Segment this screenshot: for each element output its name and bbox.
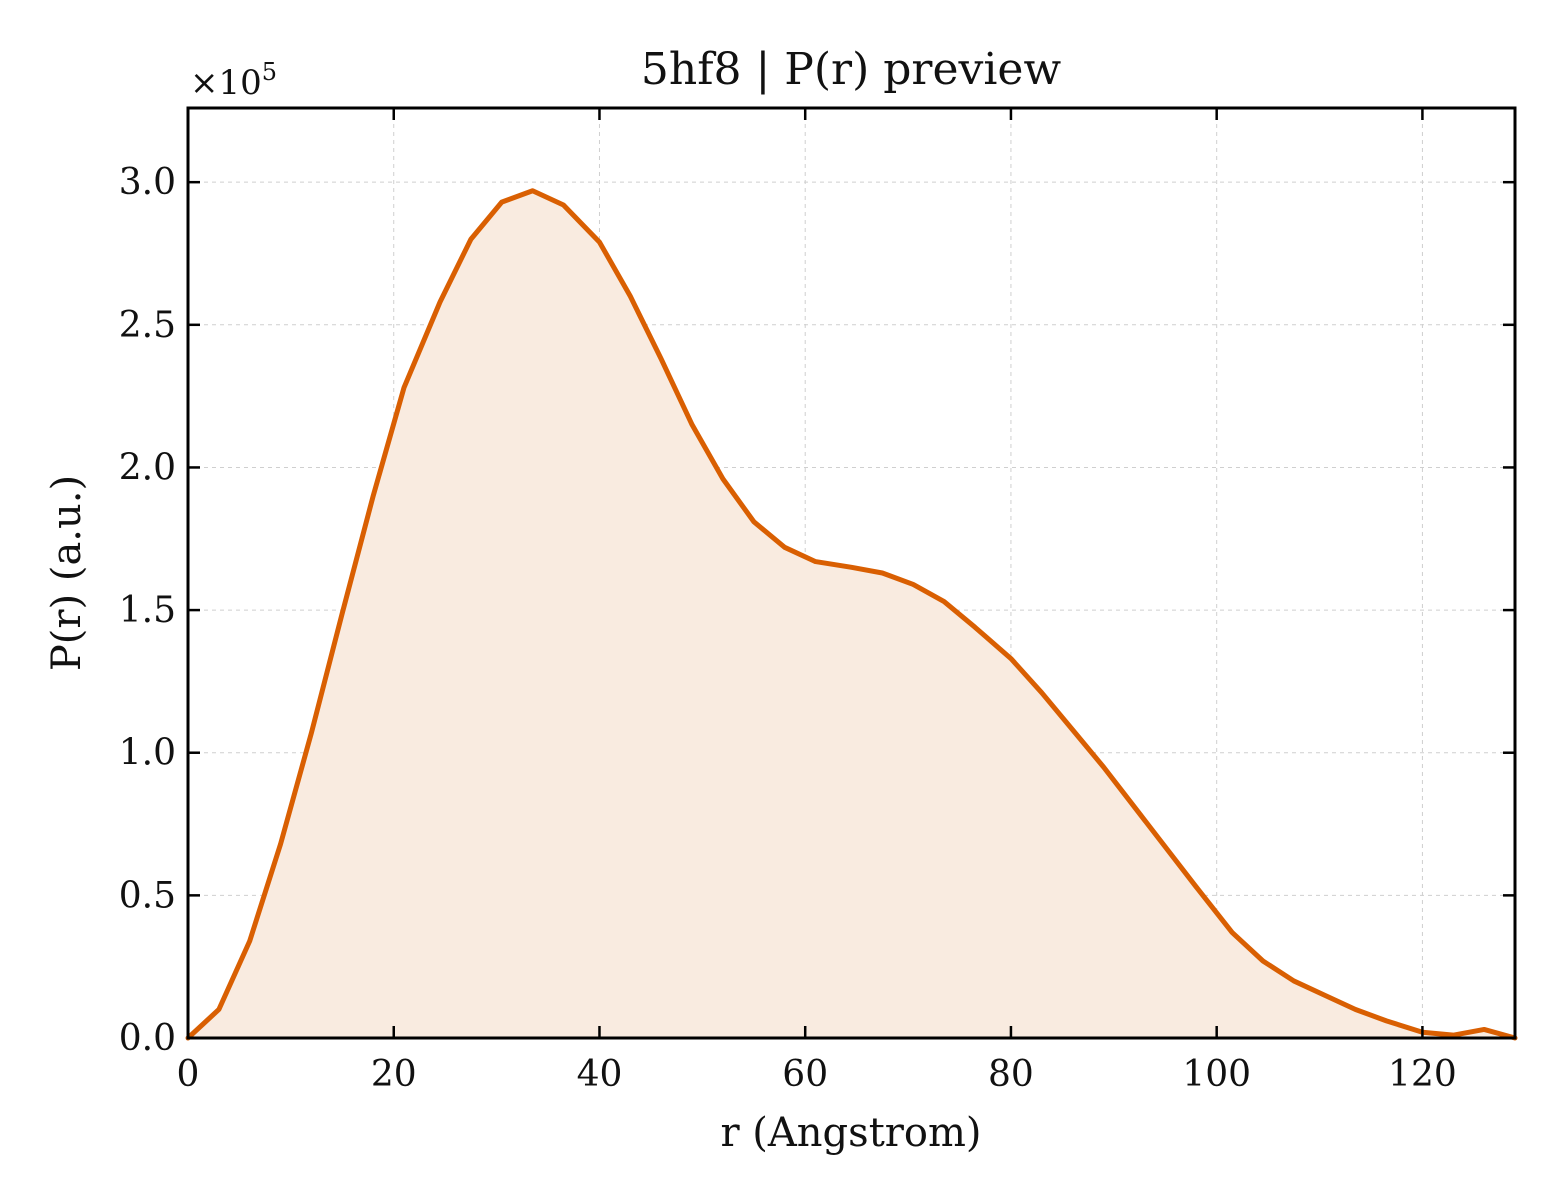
pr-data-line — [185, 188, 1518, 1041]
y-axis-label: P(r) (a.u.) — [44, 475, 90, 671]
x-tick-label-1: 20 — [371, 1054, 417, 1095]
y-multiplier-base: ×10 — [190, 63, 262, 103]
y-tick-label-1: 0.5 — [119, 875, 176, 916]
x-axis-label: r (Angstrom) — [720, 1110, 981, 1156]
x-tick-label-4: 80 — [988, 1054, 1034, 1095]
chart-title: 5hf8 | P(r) preview — [641, 44, 1062, 95]
y-axis-multiplier: ×105 — [190, 58, 277, 103]
x-axis-ticks: 0 20 40 60 80 100 120 — [177, 108, 1457, 1095]
x-tick-label-6: 120 — [1388, 1054, 1457, 1095]
plot-frame — [186, 106, 1517, 1040]
x-tick-label-5: 100 — [1182, 1054, 1251, 1095]
y-multiplier-exponent: 5 — [262, 58, 277, 86]
y-tick-label-2: 1.0 — [119, 733, 176, 774]
y-tick-label-5: 2.5 — [119, 305, 176, 346]
y-axis-ticks: 0.0 0.5 1.0 1.5 2.0 2.5 3.0 — [119, 162, 1515, 1059]
x-tick-label-3: 60 — [782, 1054, 828, 1095]
y-tick-label-6: 3.0 — [119, 162, 176, 203]
y-tick-label-0: 0.0 — [119, 1018, 176, 1059]
x-tick-label-2: 40 — [577, 1054, 623, 1095]
x-tick-label-0: 0 — [177, 1054, 200, 1095]
pr-area-fill — [188, 190, 1515, 1039]
y-tick-label-4: 2.0 — [119, 447, 176, 488]
y-tick-label-3: 1.5 — [119, 590, 176, 631]
